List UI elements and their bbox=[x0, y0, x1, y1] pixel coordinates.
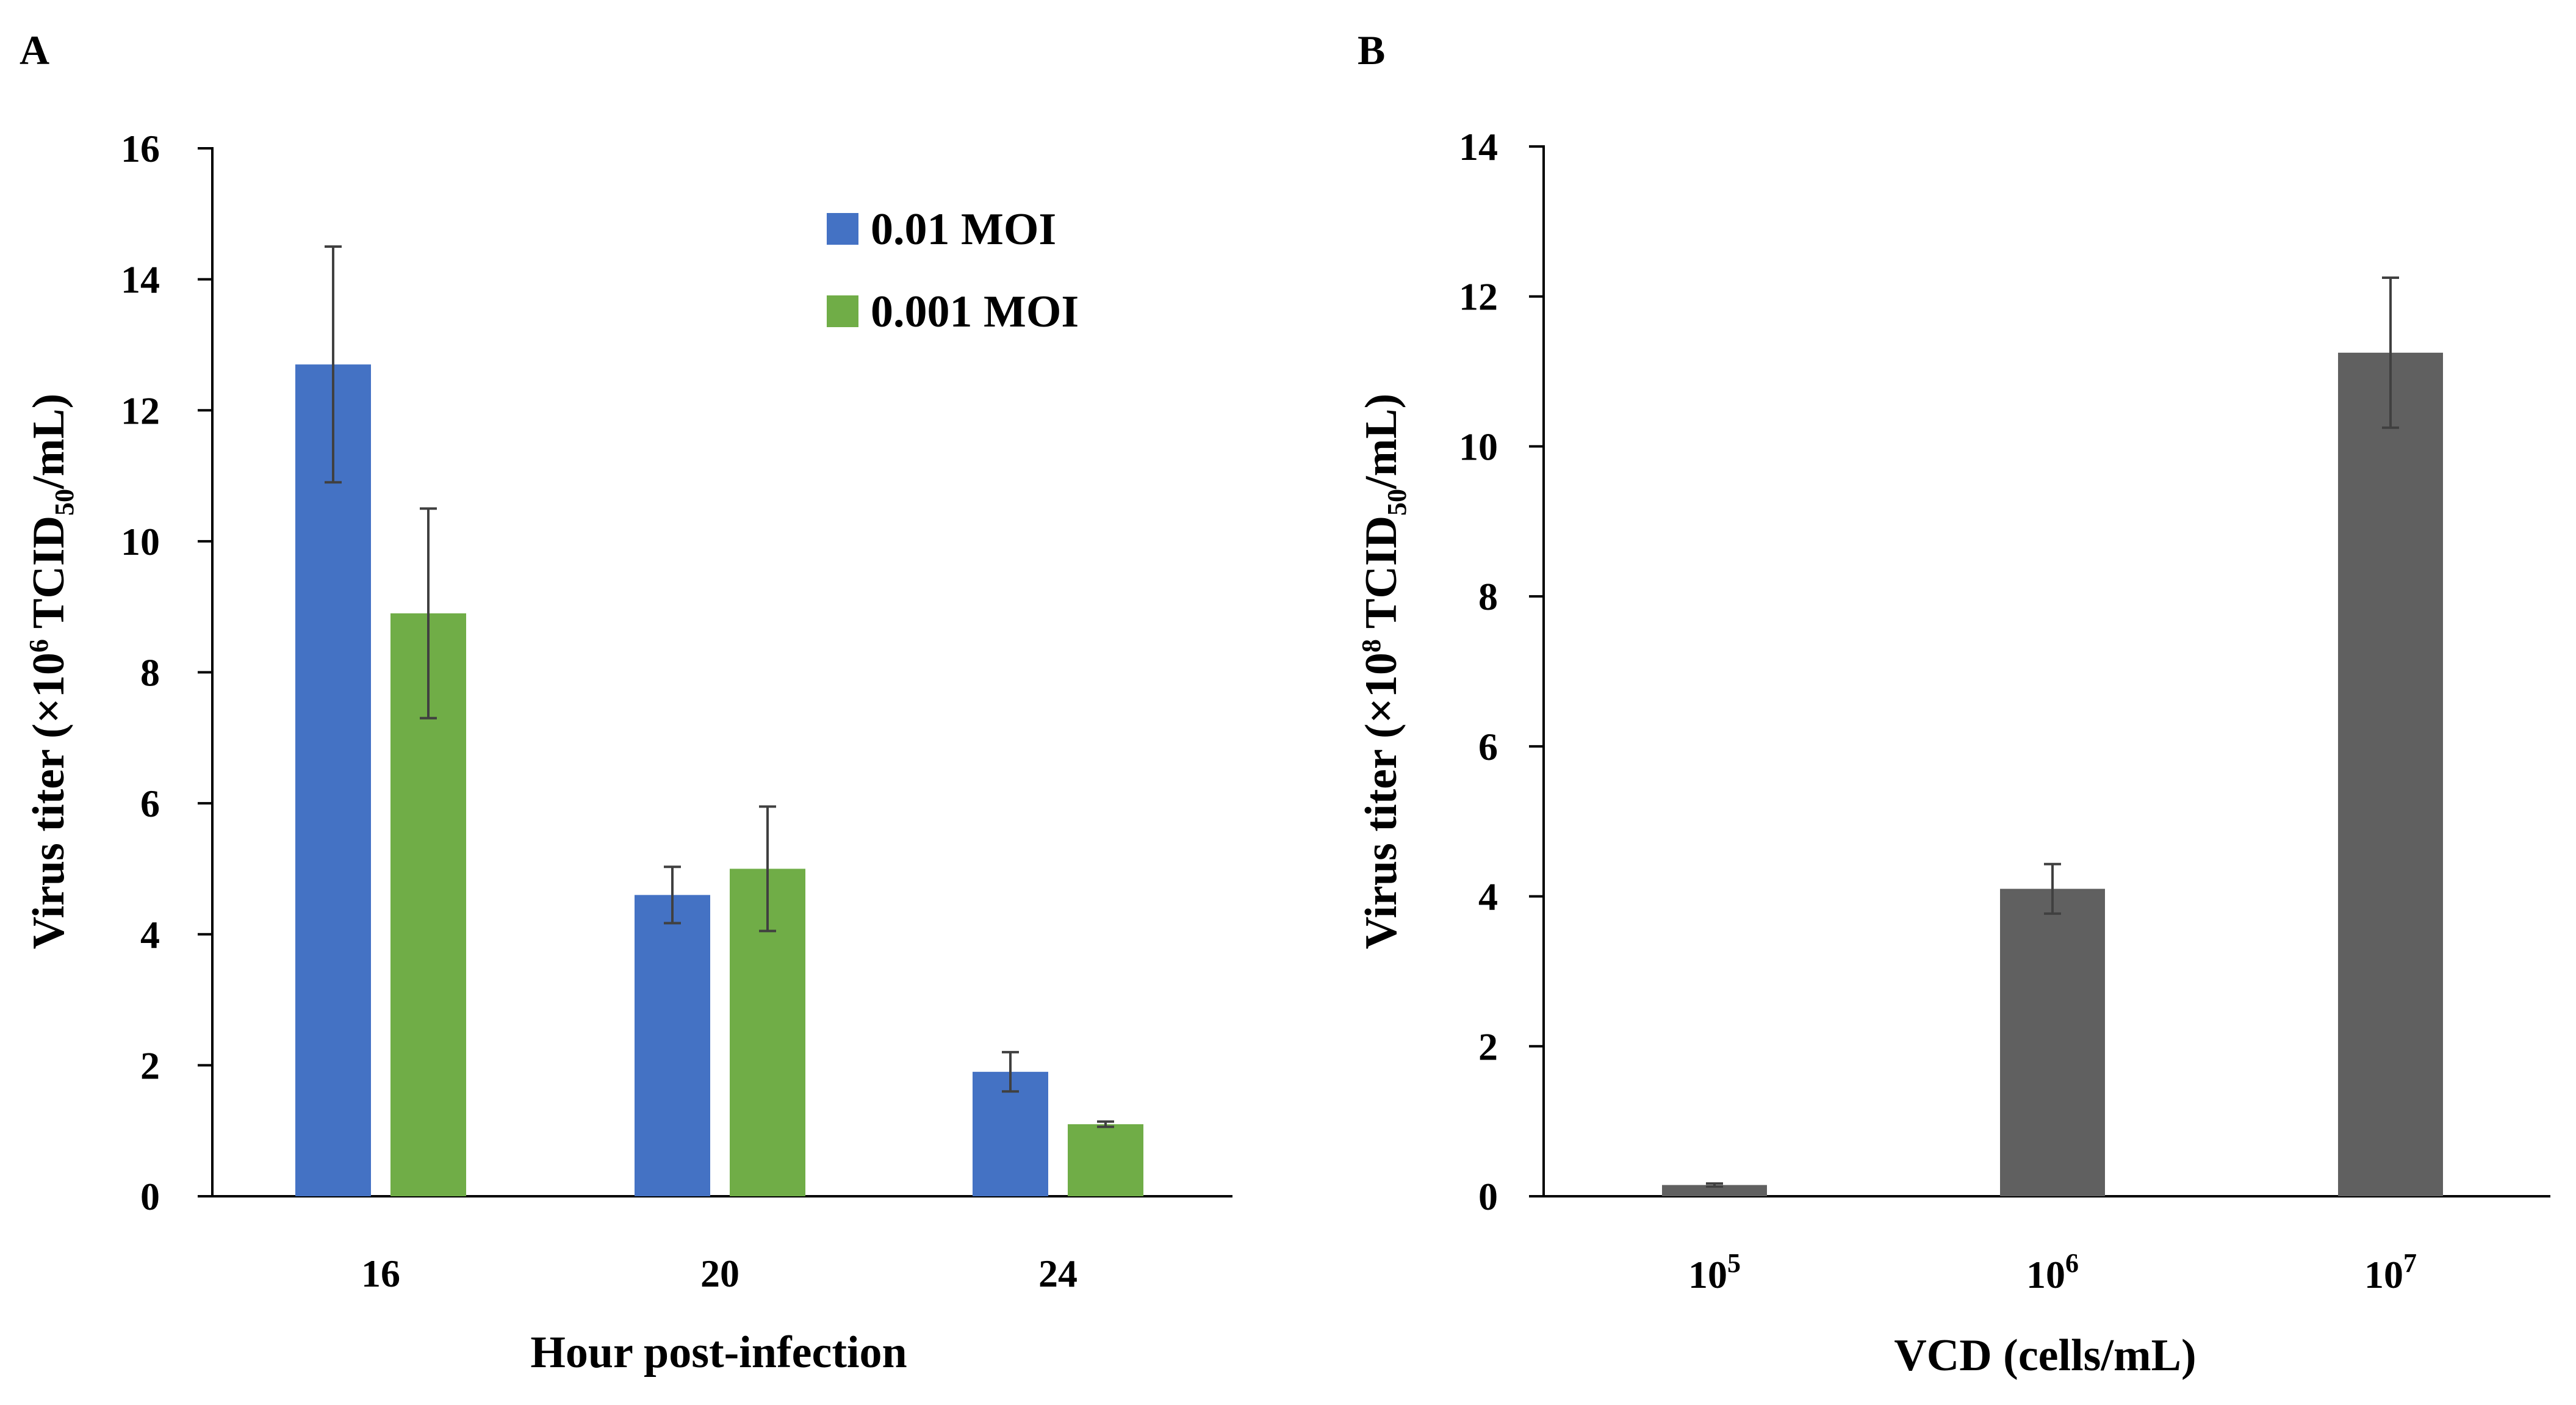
y-tick-label: 14 bbox=[121, 258, 160, 302]
legend-label: 0.01 MOI bbox=[871, 204, 1056, 255]
y-tick-label: 4 bbox=[140, 913, 160, 956]
bar bbox=[2338, 352, 2443, 1196]
y-tick-label: 4 bbox=[1478, 875, 1498, 919]
y-tick-label: 0 bbox=[1478, 1175, 1498, 1218]
legend-swatch bbox=[827, 295, 858, 327]
x-tick-label: 16 bbox=[361, 1252, 400, 1295]
y-tick-label: 10 bbox=[121, 520, 160, 563]
y-tick-label: 16 bbox=[121, 127, 160, 170]
y-tick-label: 10 bbox=[1459, 425, 1498, 468]
x-tick-label: 105 bbox=[1688, 1248, 1741, 1296]
y-axis-title: Virus titer (×106 TCID50/mL) bbox=[24, 394, 79, 949]
x-tick-label: 106 bbox=[2026, 1248, 2079, 1296]
bar bbox=[2000, 889, 2105, 1196]
y-tick-label: 14 bbox=[1459, 125, 1498, 168]
y-tick-label: 6 bbox=[140, 782, 160, 825]
y-tick-label: 2 bbox=[1478, 1025, 1498, 1068]
y-tick-label: 8 bbox=[1478, 575, 1498, 618]
x-axis-title: Hour post-infection bbox=[530, 1327, 907, 1378]
y-tick-label: 12 bbox=[121, 389, 160, 432]
y-axis-title: Virus titer (×108 TCID50/mL) bbox=[1356, 394, 1412, 949]
x-tick-label: 107 bbox=[2364, 1248, 2417, 1296]
y-tick-label: 6 bbox=[1478, 725, 1498, 768]
legend-swatch bbox=[827, 213, 858, 245]
y-tick-label: 0 bbox=[140, 1175, 160, 1218]
y-tick-label: 2 bbox=[140, 1044, 160, 1087]
bar bbox=[635, 895, 710, 1196]
legend-label: 0.001 MOI bbox=[871, 287, 1079, 337]
bar bbox=[1068, 1124, 1143, 1196]
panel-letter: A bbox=[20, 27, 49, 73]
panel-letter: B bbox=[1358, 27, 1385, 73]
panel-b: B 0 2 4 6 8 10 12 14 105 106 107 VCD (cells/mL) Virus… bbox=[1356, 27, 2550, 1381]
y-tick-label: 12 bbox=[1459, 275, 1498, 319]
x-axis-title: VCD (cells/mL) bbox=[1894, 1331, 2196, 1381]
bar bbox=[1662, 1185, 1767, 1196]
y-tick-label: 8 bbox=[140, 651, 160, 695]
x-tick-label: 24 bbox=[1038, 1252, 1078, 1295]
bar bbox=[295, 364, 371, 1196]
x-tick-label: 20 bbox=[700, 1252, 739, 1295]
